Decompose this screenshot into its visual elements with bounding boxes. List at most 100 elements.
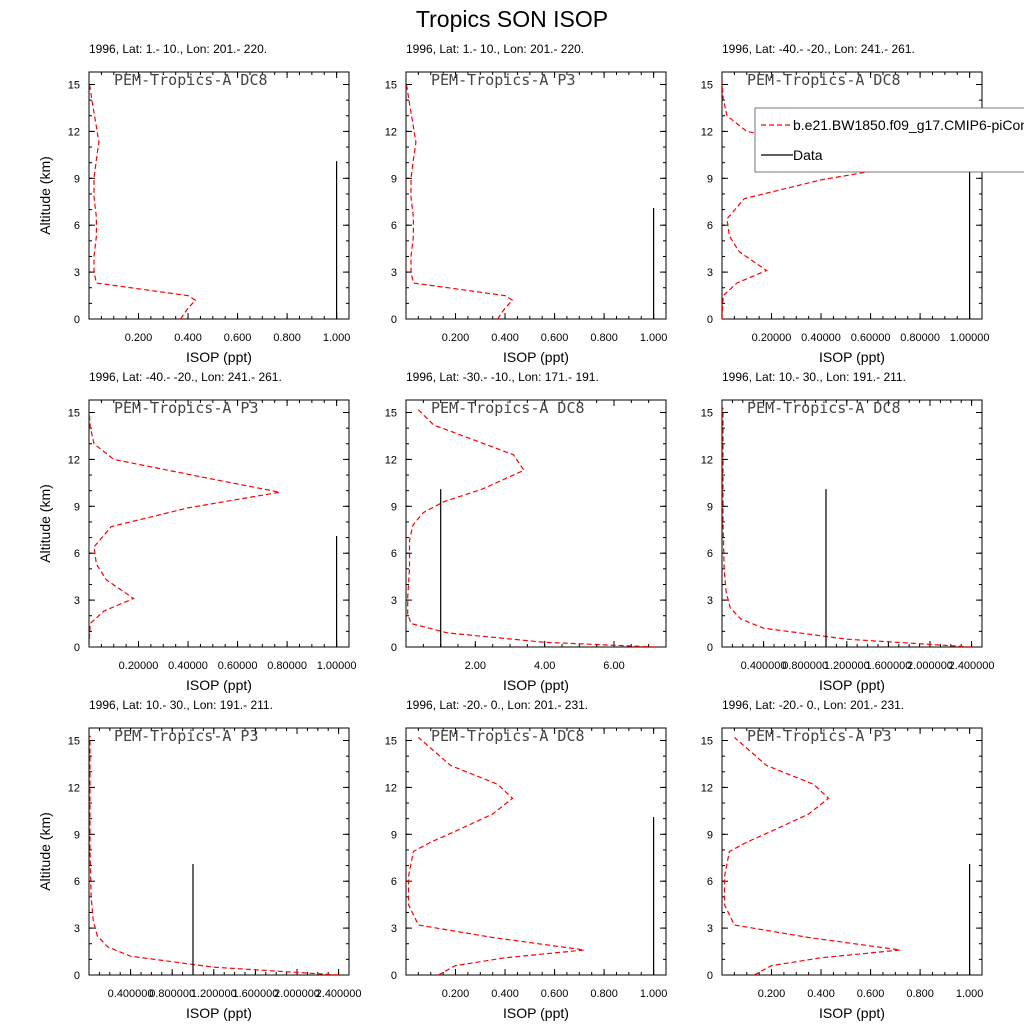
x-tick-label: 0.400 — [491, 988, 519, 1000]
panel-7: 0 3 6 9 12 15 0.4000000.8000001.2000001.600000… — [37, 698, 362, 1021]
x-tick-label: 0.80000 — [900, 332, 940, 344]
y-tick-label: 3 — [391, 923, 397, 935]
y-axis-label: Altitude (km) — [37, 812, 53, 891]
y-tick-label: 12 — [701, 126, 713, 138]
model-profile-line — [407, 407, 656, 647]
model-profile-line — [89, 735, 339, 975]
plot-frame — [721, 71, 983, 320]
y-tick-label: 3 — [391, 595, 397, 607]
x-tick-label: 1.600000 — [865, 660, 911, 672]
y-tick-label: 0 — [74, 642, 80, 654]
x-tick-label: 0.400 — [807, 988, 835, 1000]
x-tick-label: 0.400000 — [741, 660, 787, 672]
panel-9: 0 3 6 9 12 15 0.200 0.400 0.600 0.800 1.000 1996, L… — [701, 698, 984, 1021]
y-tick-label: 12 — [701, 454, 713, 466]
model-profile-line — [89, 409, 280, 647]
x-axis-label: ISOP (ppt) — [186, 677, 252, 693]
y-tick-label: 15 — [701, 408, 713, 420]
x-tick-label: 1.000 — [640, 988, 668, 1000]
y-tick-label: 6 — [74, 548, 80, 560]
x-axis-label: ISOP (ppt) — [186, 1005, 252, 1021]
x-tick-label: 0.400000 — [108, 988, 154, 1000]
panel-title: 1996, Lat: 10.- 30., Lon: 191.- 211. — [89, 698, 273, 712]
y-tick-label: 9 — [707, 173, 713, 185]
model-profile-line — [406, 81, 514, 319]
plot-frame — [405, 399, 667, 648]
y-tick-label: 3 — [707, 595, 713, 607]
y-tick-label: 15 — [385, 736, 397, 748]
x-tick-label: 0.200 — [125, 332, 153, 344]
x-tick-label: 0.800 — [590, 332, 618, 344]
x-tick-label: 0.800 — [906, 988, 934, 1000]
y-tick-label: 15 — [385, 80, 397, 92]
plot-frame — [88, 71, 350, 320]
legend-data-label: Data — [793, 147, 823, 163]
x-tick-label: 0.600 — [224, 332, 252, 344]
panel-title: 1996, Lat: 1.- 10., Lon: 201.- 220. — [406, 42, 584, 56]
y-tick-label: 0 — [707, 642, 713, 654]
y-tick-label: 9 — [707, 829, 713, 841]
x-tick-label: 0.600 — [541, 332, 569, 344]
x-tick-label: 1.600000 — [232, 988, 278, 1000]
y-tick-label: 15 — [701, 80, 713, 92]
campaign-label: PEM-Tropics-A DC8 — [431, 727, 585, 745]
legend-model-label: b.e21.BW1850.f09_g17.CMIP6-piControl — [793, 117, 1024, 133]
x-axis-label: ISOP (ppt) — [819, 1005, 885, 1021]
y-tick-label: 6 — [74, 876, 80, 888]
y-tick-label: 0 — [74, 970, 80, 982]
x-tick-label: 1.200000 — [191, 988, 237, 1000]
campaign-label: PEM-Tropics-A P3 — [431, 71, 576, 89]
panel-title: 1996, Lat: 1.- 10., Lon: 201.- 220. — [89, 42, 267, 56]
panel-8: 0 3 6 9 12 15 0.200 0.400 0.600 0.800 1.000 1996, L… — [385, 698, 668, 1021]
x-tick-label: 0.200 — [442, 332, 470, 344]
y-tick-label: 9 — [391, 829, 397, 841]
panel-grid: 0 3 6 9 12 15 0.200 0.400 0.600 0.800 1.000 1996, L… — [37, 42, 995, 1021]
x-tick-label: 1.00000 — [317, 660, 357, 672]
x-tick-label: 1.200000 — [824, 660, 870, 672]
x-tick-label: 0.60000 — [218, 660, 258, 672]
y-tick-label: 9 — [391, 173, 397, 185]
x-tick-label: 4.00 — [534, 660, 555, 672]
plot-frame — [721, 399, 983, 648]
x-tick-label: 1.000 — [323, 332, 351, 344]
y-tick-label: 9 — [74, 501, 80, 513]
x-tick-label: 0.800 — [273, 332, 301, 344]
panel-title: 1996, Lat: -30.- -10., Lon: 171.- 191. — [406, 370, 599, 384]
x-axis-label: ISOP (ppt) — [503, 349, 569, 365]
x-tick-label: 0.40000 — [801, 332, 841, 344]
x-tick-label: 2.400000 — [316, 988, 362, 1000]
y-tick-label: 9 — [707, 501, 713, 513]
y-tick-label: 12 — [701, 782, 713, 794]
panel-title: 1996, Lat: -20.- 0., Lon: 201.- 231. — [722, 698, 904, 712]
y-tick-label: 9 — [74, 173, 80, 185]
panel-title: 1996, Lat: -40.- -20., Lon: 241.- 261. — [89, 370, 282, 384]
y-tick-label: 15 — [68, 408, 80, 420]
y-tick-label: 12 — [68, 454, 80, 466]
y-tick-label: 3 — [74, 267, 80, 279]
campaign-label: PEM-Tropics-A DC8 — [747, 71, 901, 89]
y-tick-label: 12 — [68, 126, 80, 138]
y-tick-label: 6 — [707, 876, 713, 888]
panel-3: 0 3 6 9 12 15 0.20000 0.40000 0.60000 0.80000 1.00… — [701, 42, 990, 365]
plot-frame — [721, 727, 983, 976]
y-tick-label: 15 — [68, 736, 80, 748]
y-tick-label: 12 — [385, 454, 397, 466]
y-axis-label: Altitude (km) — [37, 484, 53, 563]
plot-frame — [88, 727, 350, 976]
x-tick-label: 2.000000 — [907, 660, 953, 672]
y-tick-label: 6 — [391, 548, 397, 560]
x-tick-label: 0.600 — [541, 988, 569, 1000]
panel-5: 0 3 6 9 12 15 2.00 4.00 6.00 1996, Lat: -30.- -10… — [385, 370, 667, 693]
campaign-label: PEM-Tropics-A P3 — [114, 727, 259, 745]
x-tick-label: 1.00000 — [950, 332, 990, 344]
x-tick-label: 0.400 — [491, 332, 519, 344]
x-axis-label: ISOP (ppt) — [186, 349, 252, 365]
x-tick-label: 0.20000 — [119, 660, 159, 672]
panel-6: 0 3 6 9 12 15 0.4000000.8000001.2000001.600000… — [701, 370, 995, 693]
y-tick-label: 6 — [391, 220, 397, 232]
x-tick-label: 0.600 — [857, 988, 885, 1000]
x-tick-label: 1.000 — [956, 988, 984, 1000]
plot-frame — [405, 727, 667, 976]
x-axis-label: ISOP (ppt) — [819, 677, 885, 693]
y-tick-label: 12 — [68, 782, 80, 794]
